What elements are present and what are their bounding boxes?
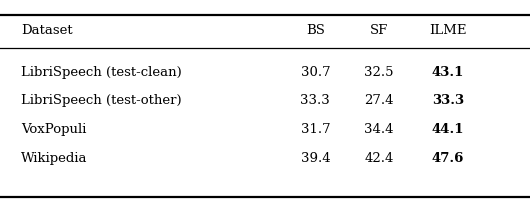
Text: 33.3: 33.3 xyxy=(432,94,464,107)
Text: 39.4: 39.4 xyxy=(301,152,330,165)
Text: Dataset: Dataset xyxy=(21,24,73,37)
Text: 43.1: 43.1 xyxy=(431,66,464,79)
Text: 34.4: 34.4 xyxy=(364,123,394,136)
Text: 32.5: 32.5 xyxy=(364,66,394,79)
Text: 31.7: 31.7 xyxy=(301,123,330,136)
Text: VoxPopuli: VoxPopuli xyxy=(21,123,86,136)
Text: LibriSpeech (test-other): LibriSpeech (test-other) xyxy=(21,94,182,107)
Text: LibriSpeech (test-clean): LibriSpeech (test-clean) xyxy=(21,66,182,79)
Text: 33.3: 33.3 xyxy=(301,94,330,107)
Text: 42.4: 42.4 xyxy=(364,152,394,165)
Text: 27.4: 27.4 xyxy=(364,94,394,107)
Text: SF: SF xyxy=(370,24,388,37)
Text: BS: BS xyxy=(306,24,325,37)
Text: Wikipedia: Wikipedia xyxy=(21,152,87,165)
Text: 47.6: 47.6 xyxy=(431,152,464,165)
Text: ILME: ILME xyxy=(429,24,466,37)
Text: 30.7: 30.7 xyxy=(301,66,330,79)
Text: 44.1: 44.1 xyxy=(431,123,464,136)
